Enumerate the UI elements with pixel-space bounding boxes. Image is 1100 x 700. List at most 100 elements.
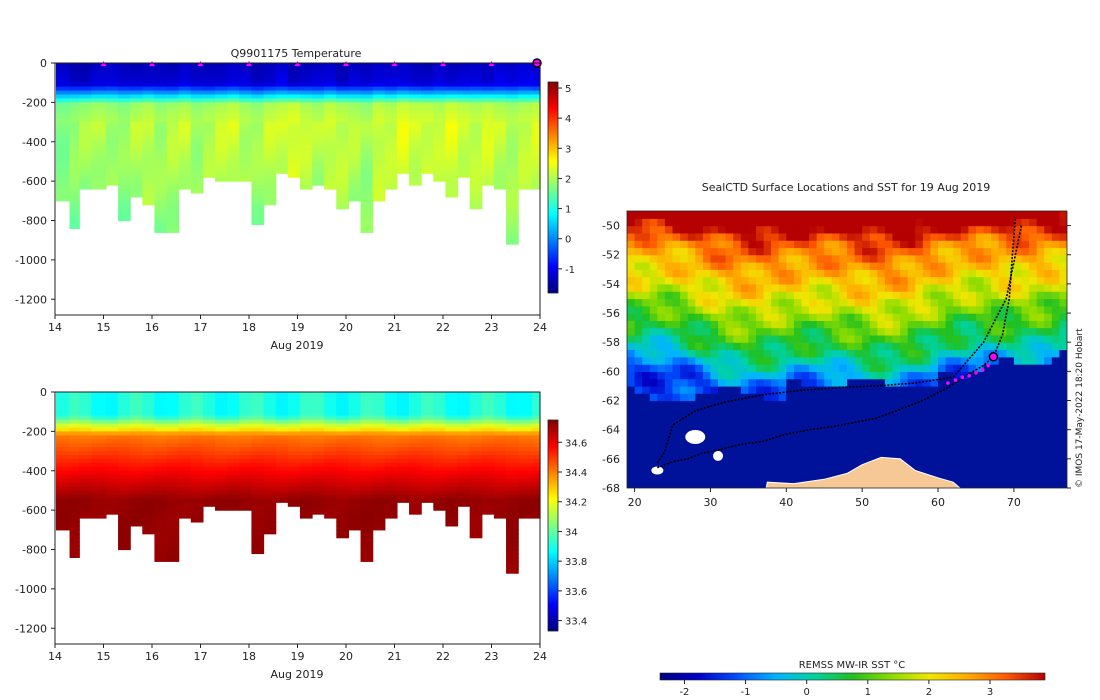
heatmap-cell bbox=[445, 510, 459, 515]
sst-cell bbox=[1051, 262, 1060, 270]
heatmap-cell bbox=[396, 126, 410, 131]
sst-cell bbox=[1013, 364, 1023, 372]
sst-cell bbox=[998, 385, 1007, 394]
heatmap-cell bbox=[287, 98, 301, 103]
heatmap-cell bbox=[421, 415, 434, 421]
heatmap-cell bbox=[118, 90, 131, 96]
sst-cell bbox=[1006, 269, 1015, 278]
sst-cell bbox=[824, 364, 833, 372]
heatmap-cell bbox=[493, 423, 507, 429]
heatmap-cell bbox=[409, 392, 422, 397]
sst-cell bbox=[771, 429, 780, 438]
heatmap-cell bbox=[91, 510, 107, 515]
heatmap-cell bbox=[202, 74, 216, 80]
sst-cell bbox=[862, 342, 871, 351]
sst-cell bbox=[1051, 305, 1060, 314]
sst-cell bbox=[718, 349, 727, 358]
sst-cell bbox=[672, 342, 681, 351]
sst-cell bbox=[922, 349, 932, 358]
heatmap-cell bbox=[227, 74, 240, 80]
heatmap-cell bbox=[55, 181, 71, 186]
heatmap-cell bbox=[469, 106, 483, 111]
heatmap-cell bbox=[55, 114, 71, 119]
heatmap-cell bbox=[118, 78, 131, 84]
sst-cell bbox=[657, 444, 666, 453]
heatmap-cell bbox=[118, 153, 131, 159]
heatmap-cell bbox=[215, 470, 228, 476]
heatmap-cell bbox=[336, 126, 350, 131]
heatmap-cell bbox=[324, 173, 337, 178]
sst-cell bbox=[756, 378, 765, 387]
sst-cell bbox=[976, 327, 985, 336]
heatmap-cell bbox=[372, 415, 386, 421]
sst-cell bbox=[642, 400, 651, 409]
heatmap-cell bbox=[324, 498, 337, 503]
sst-cell bbox=[1006, 240, 1015, 249]
heatmap-cell bbox=[469, 439, 483, 444]
sst-cell bbox=[702, 276, 712, 285]
sst-cell bbox=[930, 415, 939, 423]
heatmap-cell bbox=[421, 141, 434, 147]
heatmap-cell bbox=[263, 447, 277, 452]
sst-cell bbox=[869, 291, 878, 300]
sst-cell bbox=[801, 400, 810, 409]
heatmap-cell bbox=[263, 407, 277, 413]
heatmap-cell bbox=[178, 106, 192, 111]
heatmap-cell bbox=[263, 510, 277, 515]
heatmap-cell bbox=[396, 415, 410, 421]
heatmap-cell bbox=[481, 474, 495, 480]
sst-cell bbox=[869, 247, 878, 256]
sst-cell bbox=[847, 313, 856, 321]
sst-cell bbox=[627, 349, 636, 358]
sst-cell bbox=[831, 254, 840, 263]
sst-cell bbox=[801, 349, 810, 358]
sst-cell bbox=[778, 451, 787, 460]
sst-cell bbox=[680, 378, 689, 387]
sst-cell bbox=[1029, 276, 1038, 285]
heatmap-cell bbox=[55, 447, 71, 452]
heatmap-cell bbox=[105, 462, 119, 468]
heatmap-cell bbox=[190, 114, 204, 119]
sst-cell bbox=[983, 240, 992, 249]
heatmap-cell bbox=[142, 74, 156, 80]
sst-cell bbox=[763, 305, 772, 314]
sst-cell bbox=[869, 313, 878, 321]
heatmap-cell bbox=[469, 395, 483, 401]
sst-cell bbox=[816, 437, 825, 445]
heatmap-cell bbox=[239, 399, 253, 405]
heatmap-cell bbox=[215, 411, 228, 417]
heatmap-cell bbox=[433, 98, 447, 103]
sst-cell bbox=[945, 320, 954, 329]
sst-cell bbox=[695, 269, 704, 278]
sst-cell bbox=[907, 313, 916, 321]
sst-cell bbox=[809, 385, 818, 394]
sst-cell bbox=[945, 400, 954, 409]
sst-cell bbox=[991, 283, 1000, 292]
heatmap-cell bbox=[227, 118, 240, 123]
sst-cell bbox=[976, 342, 985, 351]
sst-cell bbox=[793, 211, 803, 219]
heatmap-cell bbox=[202, 419, 216, 425]
heatmap-cell bbox=[251, 122, 265, 127]
heatmap-cell bbox=[154, 486, 168, 492]
heatmap-cell bbox=[79, 506, 92, 511]
sst-cell bbox=[763, 276, 772, 285]
heatmap-cell bbox=[481, 153, 495, 159]
heatmap-cell bbox=[190, 86, 204, 92]
heatmap-cell bbox=[445, 427, 459, 432]
heatmap-cell bbox=[360, 474, 374, 480]
sst-cell bbox=[1029, 349, 1038, 358]
sst-cell bbox=[998, 298, 1007, 307]
heatmap-cell bbox=[531, 185, 541, 190]
heatmap-cell bbox=[469, 204, 483, 210]
heatmap-cell bbox=[312, 502, 325, 507]
sst-cell bbox=[983, 298, 992, 307]
heatmap-cell bbox=[469, 177, 483, 182]
heatmap-cell bbox=[481, 462, 495, 468]
heatmap-cell bbox=[445, 474, 459, 480]
sst-cell bbox=[763, 320, 772, 329]
heatmap-cell bbox=[91, 181, 107, 186]
sst-cell bbox=[695, 218, 704, 227]
heatmap-cell bbox=[215, 392, 228, 397]
heatmap-cell bbox=[506, 403, 519, 409]
